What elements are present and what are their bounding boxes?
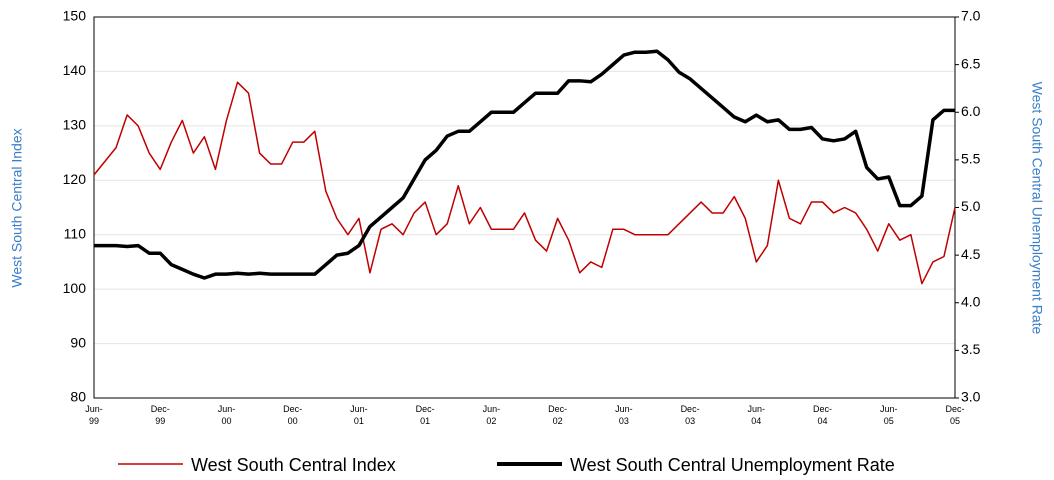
y-axis-label: West South Central Index <box>9 128 25 287</box>
y-tick-label: 140 <box>63 62 87 78</box>
x-tick-label-line: 03 <box>685 416 695 426</box>
x-tick-label-line: Dec- <box>813 404 832 414</box>
x-tick-label-line: 00 <box>288 416 298 426</box>
x-tick-label: Jun- 05 <box>880 404 898 426</box>
x-tick-label: Jun- 00 <box>218 404 236 426</box>
x-tick-label-line: Dec- <box>151 404 170 414</box>
x-tick-label: Dec- 03 <box>681 404 700 426</box>
y2-tick-label: 5.0 <box>961 198 981 214</box>
y-tick-label: 130 <box>63 117 87 133</box>
x-tick-label-line: Dec- <box>283 404 302 414</box>
y2-tick-label: 3.0 <box>961 389 981 405</box>
y2-tick-label: 4.5 <box>961 246 981 262</box>
x-tick-label-line: Dec- <box>548 404 567 414</box>
y2-tick-label: 6.5 <box>961 55 981 71</box>
y-tick-label: 150 <box>63 8 87 24</box>
series-line <box>93 81 956 285</box>
x-tick-label: Jun- 02 <box>483 404 501 426</box>
y2-tick-label: 4.0 <box>961 293 981 309</box>
x-tick-label-line: 04 <box>818 416 828 426</box>
x-tick-label-line: Jun- <box>483 404 501 414</box>
y2-tick-label: 6.0 <box>961 103 981 119</box>
y-tick-label: 100 <box>63 280 87 296</box>
y-tick-label: 110 <box>64 225 87 241</box>
x-tick-label-line: Dec- <box>945 404 964 414</box>
y-tick-label: 120 <box>63 171 87 187</box>
plot-frame <box>93 16 956 399</box>
y2-tick-label: 5.5 <box>961 151 981 167</box>
x-tick-label-line: Dec- <box>681 404 700 414</box>
x-tick-label-line: Jun- <box>350 404 368 414</box>
y-tick-label: 90 <box>70 334 86 350</box>
x-tick-label: Dec- 05 <box>945 404 964 426</box>
x-tick-label-line: Jun- <box>85 404 103 414</box>
x-tick-label-line: Dec- <box>416 404 435 414</box>
x-tick-label: Jun- 99 <box>85 404 103 426</box>
x-tick-label: Jun- 03 <box>615 404 633 426</box>
x-tick-label: Dec- 02 <box>548 404 567 426</box>
x-tick-label-line: 00 <box>221 416 231 426</box>
y2-tick-label: 7.0 <box>961 8 981 24</box>
x-tick-label-line: 01 <box>420 416 430 426</box>
x-tick-label: Dec- 99 <box>151 404 170 426</box>
series-line <box>94 49 955 280</box>
x-tick-label: Dec- 04 <box>813 404 832 426</box>
legend-label: West South Central Unemployment Rate <box>570 455 895 475</box>
x-tick-label-line: 01 <box>354 416 364 426</box>
x-tick-label-line: 99 <box>89 416 99 426</box>
x-tick-label-line: Jun- <box>218 404 236 414</box>
x-tick-label-line: 03 <box>619 416 629 426</box>
x-tick-label-line: 99 <box>155 416 165 426</box>
x-tick-label-line: 02 <box>553 416 563 426</box>
x-tick-label: Dec- 01 <box>416 404 435 426</box>
x-tick-label: Jun- 04 <box>748 404 766 426</box>
x-tick-label: Dec- 00 <box>283 404 302 426</box>
x-tick-label-line: Jun- <box>748 404 766 414</box>
y2-axis-label: West South Central Unemployment Rate <box>1029 82 1045 335</box>
y-tick-label: 80 <box>70 389 86 405</box>
x-tick-label-line: 02 <box>486 416 496 426</box>
x-tick-label-line: Jun- <box>880 404 898 414</box>
x-tick-label-line: 05 <box>950 416 960 426</box>
y2-tick-label: 3.5 <box>961 341 981 357</box>
x-tick-label-line: 04 <box>751 416 761 426</box>
legend-label: West South Central Index <box>191 455 396 475</box>
x-tick-label-line: Jun- <box>615 404 633 414</box>
x-tick-label-line: 05 <box>884 416 894 426</box>
x-tick-label: Jun- 01 <box>350 404 368 426</box>
